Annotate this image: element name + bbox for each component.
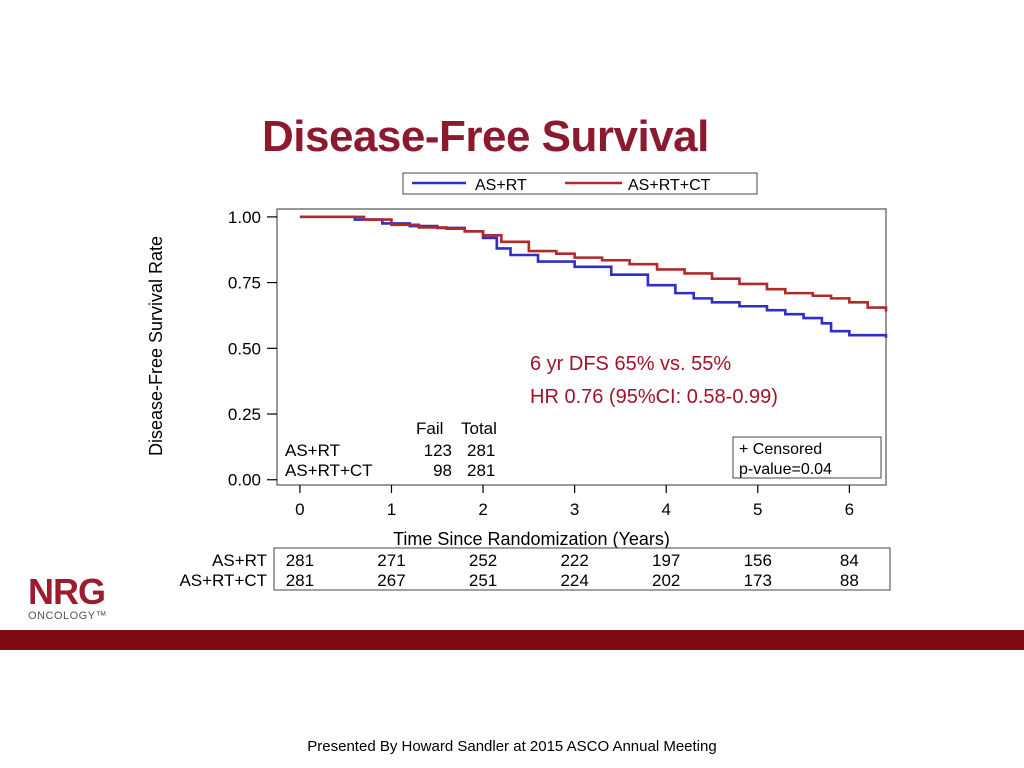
at-risk-value: 197 <box>652 551 680 570</box>
logo-main-text: NRG <box>28 571 106 612</box>
x-tick-label: 6 <box>845 500 854 519</box>
y-tick-label: 0.75 <box>228 274 261 293</box>
y-axis-label: Disease-Free Survival Rate <box>146 236 166 456</box>
logo-sub-text: ONCOLOGY™ <box>28 610 108 622</box>
fail-row-label: AS+RT+CT <box>285 461 373 480</box>
at-risk-value: 281 <box>286 551 314 570</box>
nrg-oncology-logo: NRG ONCOLOGY™ <box>28 571 108 623</box>
y-tick-label: 1.00 <box>228 208 261 227</box>
fail-row-label: AS+RT <box>285 441 340 460</box>
y-tick-label: 0.00 <box>228 471 261 490</box>
fail-count: 98 <box>433 461 452 480</box>
total-header: Total <box>461 419 497 438</box>
series-line-1 <box>299 215 888 338</box>
at-risk-value: 222 <box>560 551 588 570</box>
at-risk-value: 281 <box>286 571 314 590</box>
at-risk-row-label: AS+RT <box>212 551 267 570</box>
at-risk-value: 156 <box>744 551 772 570</box>
at-risk-value: 271 <box>377 551 405 570</box>
at-risk-value: 267 <box>377 571 405 590</box>
at-risk-value: 202 <box>652 571 680 590</box>
series-line-2 <box>299 215 888 312</box>
censored-note: + Censored <box>739 441 822 458</box>
at-risk-value: 173 <box>744 571 772 590</box>
at-risk-value: 84 <box>840 551 859 570</box>
legend-label-2: AS+RT+CT <box>628 177 711 194</box>
at-risk-row-label: AS+RT+CT <box>179 571 267 590</box>
x-tick-label: 5 <box>753 500 762 519</box>
x-axis-label: Time Since Randomization (Years) <box>393 529 670 549</box>
total-count: 281 <box>467 441 495 460</box>
y-tick-label: 0.50 <box>228 339 261 358</box>
plot-frame <box>276 208 887 486</box>
at-risk-value: 224 <box>560 571 588 590</box>
x-tick-label: 0 <box>295 500 304 519</box>
y-tick-label: 0.25 <box>228 405 261 424</box>
fail-count: 123 <box>424 441 452 460</box>
footer-bar <box>0 630 1024 650</box>
stats-box <box>732 436 882 479</box>
at-risk-value: 88 <box>840 571 859 590</box>
at-risk-box <box>273 547 891 591</box>
x-tick-label: 4 <box>661 500 670 519</box>
slide-title: Disease-Free Survival <box>262 112 709 161</box>
footer-credit: Presented By Howard Sandler at 2015 ASCO… <box>307 738 717 755</box>
annotation-line-1: 6 yr DFS 65% vs. 55% <box>530 353 731 375</box>
fail-header: Fail <box>416 419 443 438</box>
p-value: p-value=0.04 <box>739 461 832 478</box>
x-tick-label: 3 <box>570 500 579 519</box>
at-risk-value: 252 <box>469 551 497 570</box>
at-risk-value: 251 <box>469 571 497 590</box>
x-tick-label: 1 <box>387 500 396 519</box>
x-tick-label: 2 <box>478 500 487 519</box>
legend-label-1: AS+RT <box>475 177 527 194</box>
annotation-line-2: HR 0.76 (95%CI: 0.58-0.99) <box>530 386 778 408</box>
total-count: 281 <box>467 461 495 480</box>
